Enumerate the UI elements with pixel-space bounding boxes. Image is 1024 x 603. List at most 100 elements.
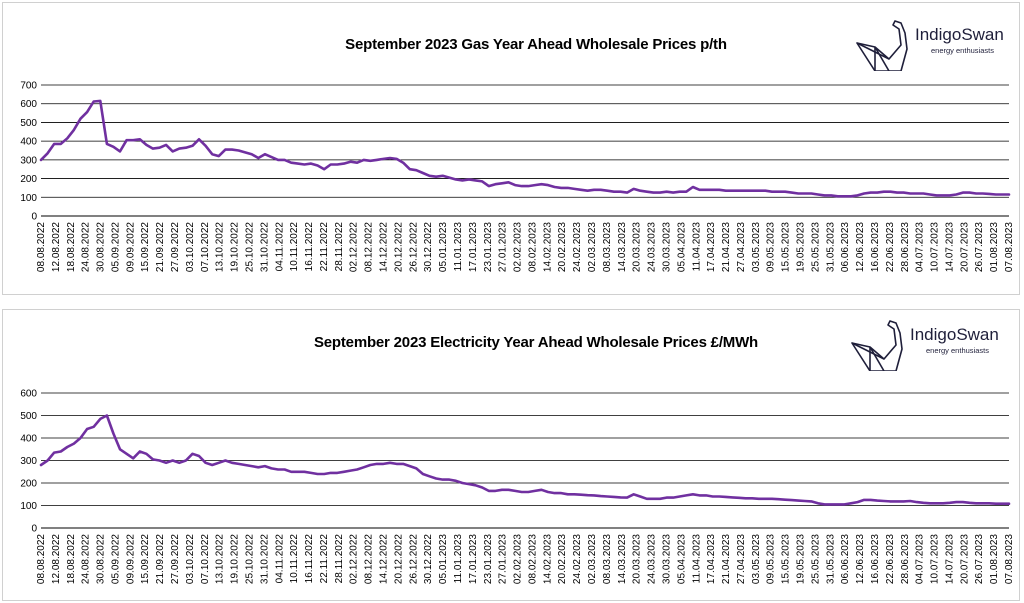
x-tick-label: 17.01.2023 bbox=[468, 222, 479, 272]
x-tick-label: 27.01.2023 bbox=[498, 222, 509, 272]
y-tick-label: 0 bbox=[31, 212, 37, 223]
x-tick-label: 28.11.2022 bbox=[334, 534, 345, 584]
x-tick-label: 22.11.2022 bbox=[319, 534, 330, 584]
y-tick-label: 600 bbox=[20, 99, 37, 110]
x-tick-label: 27.09.2022 bbox=[170, 222, 181, 272]
brand-tagline: energy enthusiasts bbox=[926, 346, 989, 355]
x-tick-label: 12.08.2022 bbox=[51, 222, 62, 272]
x-tick-label: 30.03.2023 bbox=[661, 534, 672, 584]
x-tick-label: 06.06.2023 bbox=[840, 534, 851, 584]
x-tick-label: 27.04.2023 bbox=[736, 222, 747, 272]
x-tick-label: 18.08.2022 bbox=[66, 534, 77, 584]
y-tick-label: 100 bbox=[20, 193, 37, 204]
x-tick-label: 12.08.2022 bbox=[51, 534, 62, 584]
x-tick-label: 17.04.2023 bbox=[706, 534, 717, 584]
x-tick-label: 02.02.2023 bbox=[513, 222, 524, 272]
x-tick-label: 08.02.2023 bbox=[527, 534, 538, 584]
x-tick-label: 02.12.2022 bbox=[349, 534, 360, 584]
x-tick-label: 14.02.2023 bbox=[542, 222, 553, 272]
x-tick-label: 09.05.2023 bbox=[766, 222, 777, 272]
x-tick-label: 08.08.2022 bbox=[36, 534, 47, 584]
x-tick-label: 26.07.2023 bbox=[974, 222, 985, 272]
y-tick-label: 500 bbox=[20, 118, 37, 129]
x-tick-label: 02.02.2023 bbox=[513, 534, 524, 584]
x-tick-label: 31.05.2023 bbox=[825, 534, 836, 584]
x-tick-label: 07.10.2022 bbox=[200, 534, 211, 584]
x-tick-label: 21.04.2023 bbox=[721, 534, 732, 584]
x-tick-label: 07.08.2023 bbox=[1004, 534, 1015, 584]
x-tick-label: 05.04.2023 bbox=[676, 534, 687, 584]
x-tick-label: 15.09.2022 bbox=[140, 534, 151, 584]
x-tick-label: 20.02.2023 bbox=[557, 222, 568, 272]
x-tick-label: 20.03.2023 bbox=[632, 222, 643, 272]
x-tick-label: 31.05.2023 bbox=[825, 222, 836, 272]
y-tick-label: 400 bbox=[20, 137, 37, 148]
x-tick-label: 16.11.2022 bbox=[304, 534, 315, 584]
y-tick-label: 300 bbox=[20, 456, 37, 467]
series-line bbox=[39, 414, 1011, 506]
x-tick-label: 04.07.2023 bbox=[915, 534, 926, 584]
x-tick-label: 11.04.2023 bbox=[691, 534, 702, 584]
x-tick-label: 26.07.2023 bbox=[974, 534, 985, 584]
x-tick-label: 12.06.2023 bbox=[855, 534, 866, 584]
x-tick-label: 02.03.2023 bbox=[587, 534, 598, 584]
x-tick-label: 22.06.2023 bbox=[885, 534, 896, 584]
x-tick-label: 14.02.2023 bbox=[542, 534, 553, 584]
x-tick-label: 24.08.2022 bbox=[81, 222, 92, 272]
series-line bbox=[39, 99, 1011, 198]
x-tick-label: 25.10.2022 bbox=[244, 534, 255, 584]
x-tick-label: 07.08.2023 bbox=[1004, 222, 1015, 272]
brand-logo-2: IndigoSwan energy enthusiasts bbox=[848, 315, 1024, 371]
x-tick-label: 21.09.2022 bbox=[155, 222, 166, 272]
x-tick-label: 20.07.2023 bbox=[959, 534, 970, 584]
x-tick-label: 15.05.2023 bbox=[781, 222, 792, 272]
x-tick-label: 11.01.2023 bbox=[453, 222, 464, 272]
x-tick-label: 25.05.2023 bbox=[810, 534, 821, 584]
x-tick-label: 15.09.2022 bbox=[140, 222, 151, 272]
x-tick-label: 26.12.2022 bbox=[408, 534, 419, 584]
swan-icon bbox=[856, 20, 908, 71]
x-tick-label: 13.10.2022 bbox=[215, 534, 226, 584]
x-tick-label: 08.08.2022 bbox=[36, 222, 47, 272]
x-tick-label: 22.06.2023 bbox=[885, 222, 896, 272]
x-tick-label: 14.07.2023 bbox=[944, 222, 955, 272]
x-tick-label: 28.11.2022 bbox=[334, 222, 345, 272]
x-tick-label: 17.04.2023 bbox=[706, 222, 717, 272]
brand-logo: IndigoSwan energy enthusiasts bbox=[853, 15, 1024, 71]
x-tick-label: 10.11.2022 bbox=[289, 222, 300, 272]
electricity-chart-panel: September 2023 Electricity Year Ahead Wh… bbox=[2, 309, 1020, 601]
x-tick-label: 21.09.2022 bbox=[155, 534, 166, 584]
x-tick-label: 20.12.2022 bbox=[393, 534, 404, 584]
x-tick-label: 23.01.2023 bbox=[483, 534, 494, 584]
swan-icon bbox=[851, 320, 903, 371]
x-tick-label: 07.10.2022 bbox=[200, 222, 211, 272]
x-tick-label: 08.12.2022 bbox=[364, 534, 375, 584]
x-tick-label: 30.08.2022 bbox=[96, 222, 107, 272]
y-tick-label: 500 bbox=[20, 411, 37, 422]
x-tick-label: 09.09.2022 bbox=[125, 222, 136, 272]
x-tick-label: 31.10.2022 bbox=[259, 534, 270, 584]
x-tick-label: 05.04.2023 bbox=[676, 222, 687, 272]
x-tick-label: 30.12.2022 bbox=[423, 534, 434, 584]
x-tick-label: 24.02.2023 bbox=[572, 222, 583, 272]
x-tick-label: 19.10.2022 bbox=[230, 222, 241, 272]
gas-chart-title: September 2023 Gas Year Ahead Wholesale … bbox=[345, 36, 727, 53]
x-tick-label: 25.10.2022 bbox=[244, 222, 255, 272]
brand-name: IndigoSwan bbox=[915, 25, 1004, 44]
x-tick-label: 10.07.2023 bbox=[930, 534, 941, 584]
y-tick-label: 0 bbox=[31, 524, 37, 535]
x-tick-label: 05.01.2023 bbox=[438, 222, 449, 272]
x-tick-label: 02.03.2023 bbox=[587, 222, 598, 272]
x-tick-label: 14.12.2022 bbox=[379, 222, 390, 272]
x-tick-label: 16.06.2023 bbox=[870, 222, 881, 272]
x-tick-label: 14.03.2023 bbox=[617, 222, 628, 272]
x-tick-label: 03.10.2022 bbox=[185, 534, 196, 584]
x-tick-label: 31.10.2022 bbox=[259, 222, 270, 272]
x-tick-label: 23.01.2023 bbox=[483, 222, 494, 272]
y-tick-label: 200 bbox=[20, 174, 37, 185]
y-tick-label: 200 bbox=[20, 479, 37, 490]
x-tick-label: 08.02.2023 bbox=[527, 222, 538, 272]
x-tick-label: 04.11.2022 bbox=[274, 534, 285, 584]
gas-chart-panel: September 2023 Gas Year Ahead Wholesale … bbox=[2, 2, 1020, 295]
x-tick-label: 15.05.2023 bbox=[781, 534, 792, 584]
